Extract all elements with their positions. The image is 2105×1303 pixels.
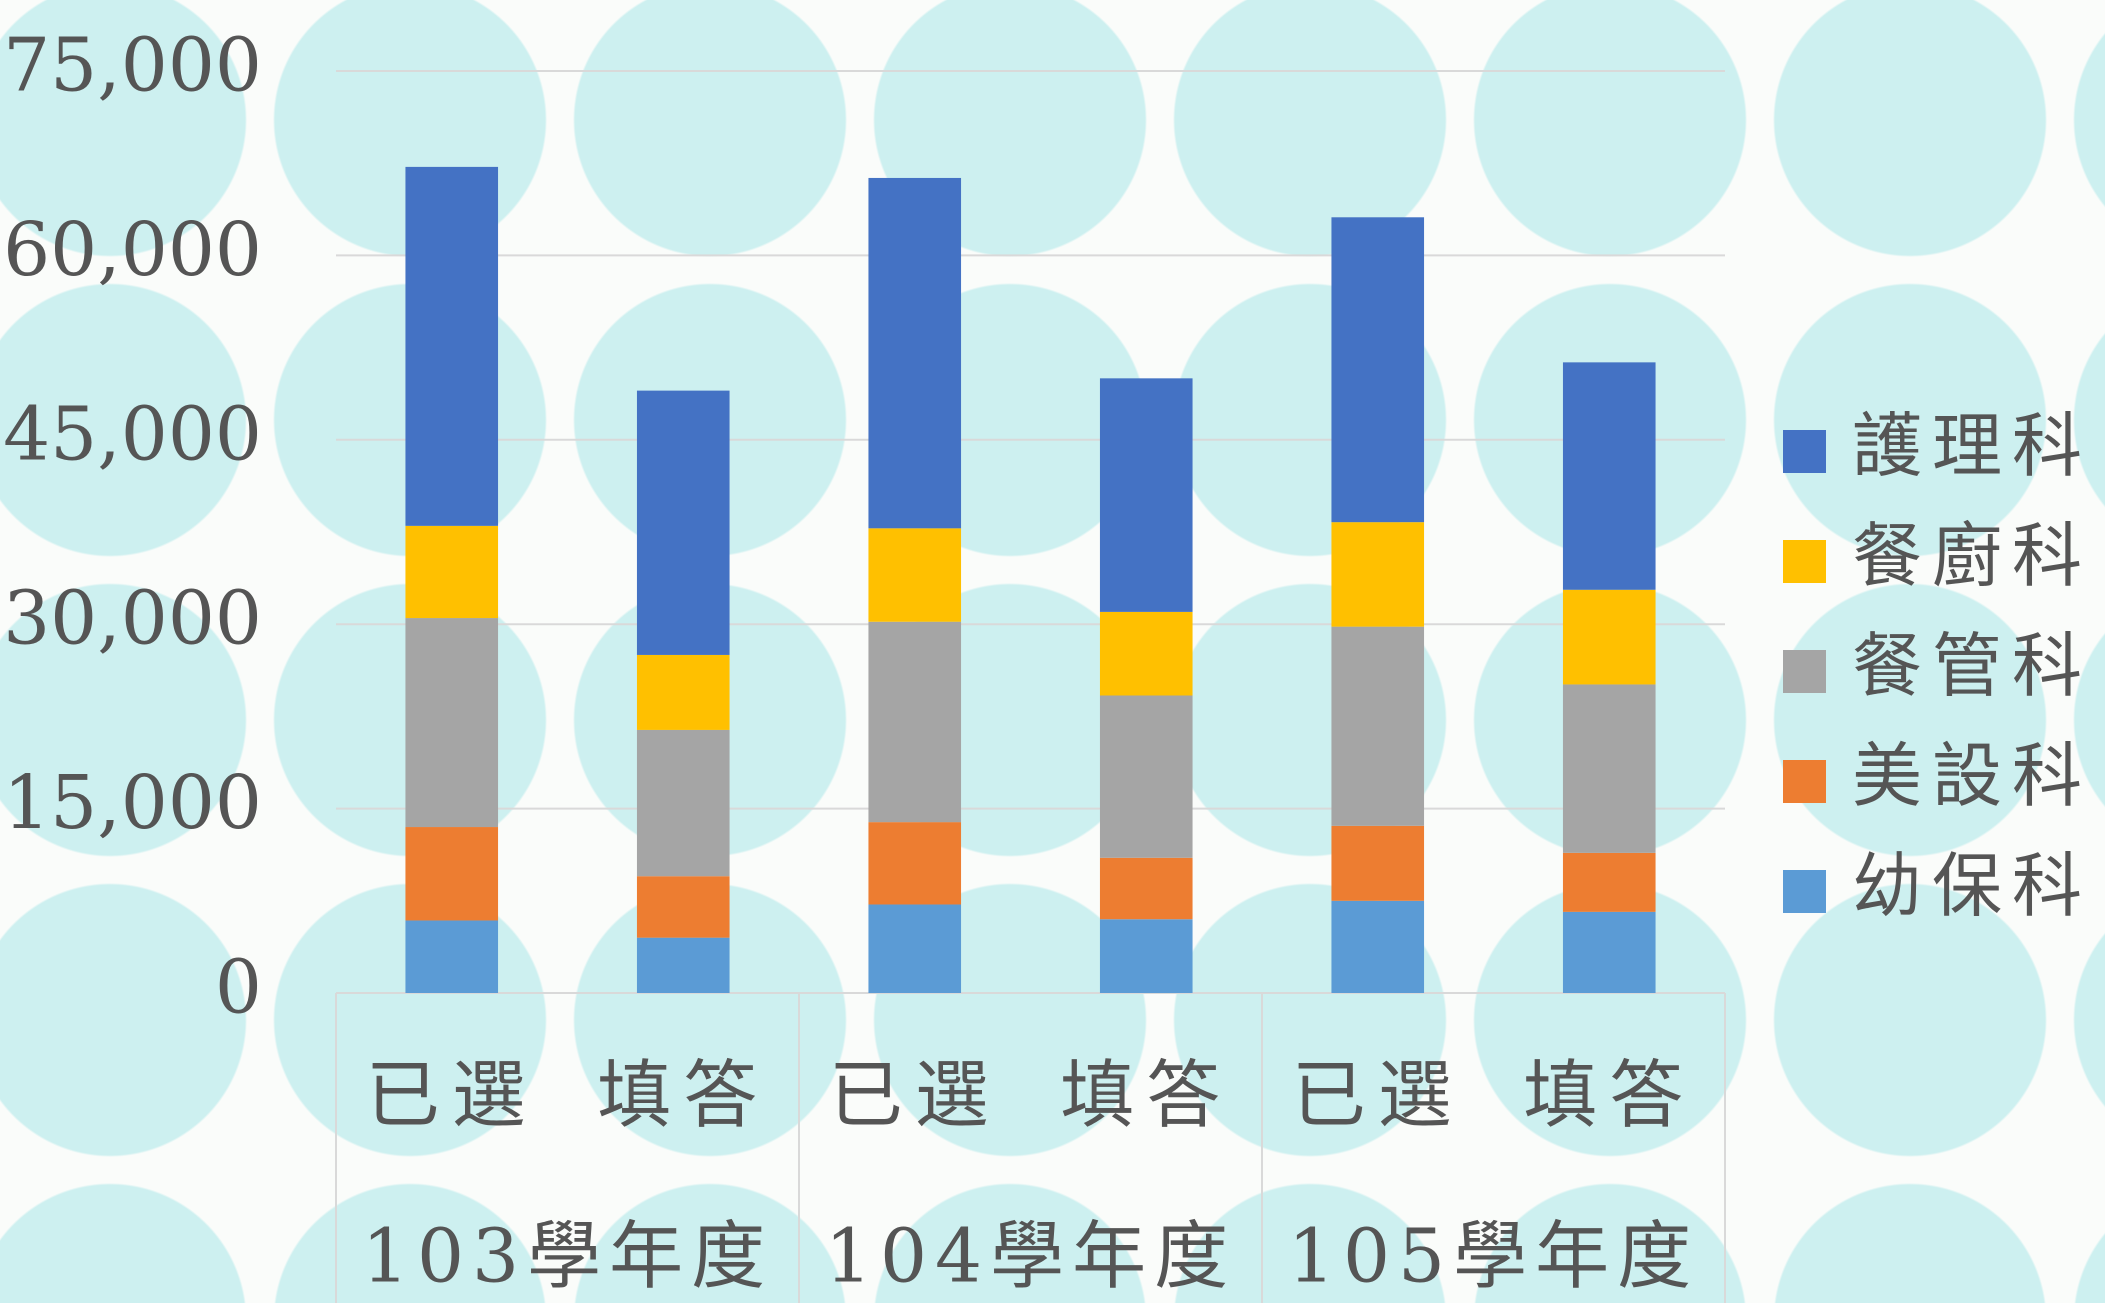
bar-segment xyxy=(868,528,962,622)
x-tick-label: 填答 xyxy=(1060,1052,1232,1138)
legend-swatch xyxy=(1783,540,1826,583)
legend-label: 幼保科 xyxy=(1852,845,2092,927)
bar-segment xyxy=(1099,611,1193,696)
bar-segment xyxy=(405,525,499,619)
legend-swatch xyxy=(1783,430,1826,473)
bar-segment xyxy=(405,618,499,828)
legend-label: 美設科 xyxy=(1852,735,2092,817)
bar-segment xyxy=(405,827,499,921)
bar-segment xyxy=(636,876,730,938)
legend-label: 護理科 xyxy=(1852,405,2092,487)
x-tick-label: 填答 xyxy=(597,1052,769,1138)
legend-swatch xyxy=(1783,870,1826,913)
bar-segment xyxy=(405,920,499,993)
legend-swatch xyxy=(1783,760,1826,803)
y-tick-label: 30,000 xyxy=(3,576,262,662)
y-tick-label: 0 xyxy=(215,944,262,1030)
bar-segment xyxy=(1331,825,1425,901)
bar-segment xyxy=(636,937,730,993)
bar-segment xyxy=(868,822,962,905)
bar-segment xyxy=(868,904,962,993)
group-label: 105學年度 xyxy=(1288,1213,1699,1299)
x-tick-label: 已選 xyxy=(366,1052,538,1138)
bar-segment xyxy=(1562,362,1656,590)
y-tick-label: 45,000 xyxy=(3,391,262,477)
bar-segment xyxy=(1099,919,1193,993)
bar-segment xyxy=(405,166,499,526)
bar-segment xyxy=(636,390,730,655)
x-tick-label: 填答 xyxy=(1523,1052,1695,1138)
group-label: 104學年度 xyxy=(825,1213,1236,1299)
y-tick-label: 15,000 xyxy=(3,760,262,846)
bar-segment xyxy=(1562,589,1656,685)
x-tick-label: 已選 xyxy=(829,1052,1001,1138)
y-tick-label: 60,000 xyxy=(3,207,262,293)
bar-segment xyxy=(1099,378,1193,612)
bar-segment xyxy=(1562,911,1656,993)
bar-segment xyxy=(1331,522,1425,627)
bar-segment xyxy=(1331,626,1425,826)
bar-segment xyxy=(1331,900,1425,993)
group-label: 103學年度 xyxy=(362,1213,773,1299)
legend-swatch xyxy=(1783,650,1826,693)
bar-segment xyxy=(1562,852,1656,912)
bar-segment xyxy=(868,177,962,529)
x-tick-label: 已選 xyxy=(1292,1052,1464,1138)
bar-segment xyxy=(636,729,730,877)
legend-label: 餐廚科 xyxy=(1852,515,2092,597)
bar-segment xyxy=(636,654,730,730)
y-tick-label: 75,000 xyxy=(3,22,262,108)
bar-segment xyxy=(1099,695,1193,858)
bar-segment xyxy=(1331,217,1425,523)
legend-label: 餐管科 xyxy=(1852,625,2092,707)
bar-segment xyxy=(1099,857,1193,920)
bar-segment xyxy=(868,621,962,823)
bar-segment xyxy=(1562,684,1656,853)
